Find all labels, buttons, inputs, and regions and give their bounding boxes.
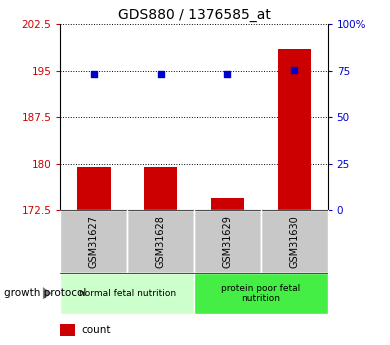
Text: GSM31627: GSM31627 bbox=[89, 215, 99, 268]
Bar bbox=[278, 49, 311, 210]
Bar bbox=[60, 273, 194, 314]
Bar bbox=[211, 198, 244, 210]
Text: GSM31628: GSM31628 bbox=[156, 215, 166, 268]
Text: protein poor fetal
nutrition: protein poor fetal nutrition bbox=[221, 284, 300, 303]
Text: GSM31629: GSM31629 bbox=[222, 215, 232, 268]
Bar bbox=[144, 167, 177, 210]
Bar bbox=[194, 273, 328, 314]
Title: GDS880 / 1376585_at: GDS880 / 1376585_at bbox=[118, 8, 270, 22]
Point bbox=[291, 67, 297, 72]
Bar bbox=[261, 210, 328, 273]
Point bbox=[224, 72, 230, 77]
Text: normal fetal nutrition: normal fetal nutrition bbox=[79, 289, 176, 298]
Bar bbox=[60, 210, 127, 273]
Bar bbox=[77, 167, 110, 210]
Text: growth protocol: growth protocol bbox=[4, 288, 86, 298]
Bar bbox=[194, 210, 261, 273]
Text: GSM31630: GSM31630 bbox=[289, 215, 299, 268]
Bar bbox=[60, 324, 75, 336]
Text: count: count bbox=[82, 325, 111, 335]
Bar bbox=[127, 210, 194, 273]
Point bbox=[158, 72, 164, 77]
Point bbox=[91, 72, 97, 77]
Polygon shape bbox=[43, 287, 52, 299]
